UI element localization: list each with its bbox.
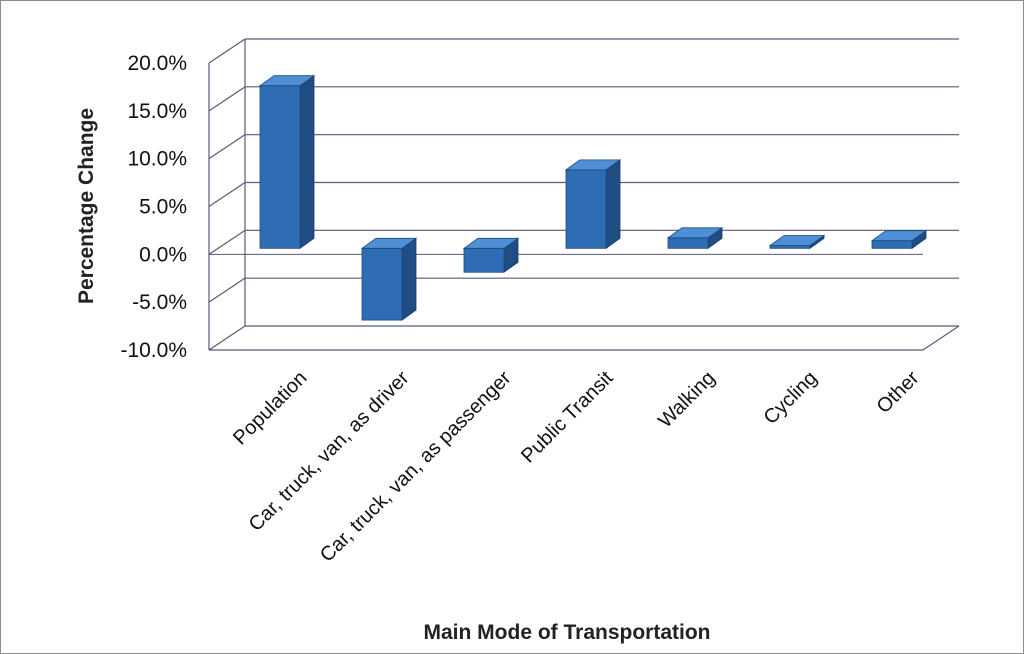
bar <box>768 234 826 250</box>
y-tick-label: 10.0% <box>127 148 187 171</box>
x-category-label: Population <box>229 367 311 449</box>
gridline-depth <box>208 182 246 207</box>
bar-front <box>361 247 403 321</box>
x-category-label: Car, truck, van, as passenger <box>316 367 516 567</box>
x-category-label: Walking <box>654 367 719 432</box>
y-tick-label: -5.0% <box>132 291 187 314</box>
bar <box>870 229 928 250</box>
bar-front <box>667 237 709 249</box>
gridline-depth <box>208 277 246 303</box>
x-axis-title: Main Mode of Transportation <box>424 621 711 644</box>
bar-front <box>871 240 913 249</box>
x-category-label: Cycling <box>760 367 822 429</box>
y-tick-label: -10.0% <box>120 339 187 362</box>
gridline-depth <box>208 325 246 351</box>
y-axis-title: Percentage Change <box>75 108 98 304</box>
y-tick-label: 5.0% <box>139 196 187 219</box>
bar <box>462 237 520 274</box>
bar-front <box>259 85 301 249</box>
x-category-label: Public Transit <box>517 367 618 468</box>
bar-front <box>463 247 505 273</box>
gridline-depth <box>208 229 246 255</box>
bar-front <box>565 169 607 249</box>
bar-top <box>666 227 724 239</box>
bar-top <box>564 159 622 171</box>
bar <box>258 74 316 250</box>
y-tick-label: 20.0% <box>127 52 187 75</box>
bar-top <box>258 75 316 87</box>
y-axis-ticks: 20.0% 15.0% 10.0% 5.0% 0.0% -5.0% -10.0% <box>120 52 187 362</box>
gridline-depth <box>208 86 246 112</box>
gridline-depth <box>208 134 246 160</box>
bar <box>564 159 622 250</box>
y-tick-label: 15.0% <box>127 100 187 123</box>
bar-top <box>768 235 826 246</box>
gridline-depth <box>208 38 246 64</box>
bar-side <box>401 237 417 321</box>
bars <box>258 74 928 321</box>
bar-top <box>870 230 928 242</box>
bar-side <box>299 74 315 250</box>
floor-right-edge <box>922 325 960 351</box>
x-category-label: Other <box>873 367 924 418</box>
bar-front <box>769 245 811 249</box>
bar-side <box>605 159 621 250</box>
bar <box>666 227 724 250</box>
bar-top <box>462 237 520 249</box>
y-tick-label: 0.0% <box>139 243 187 266</box>
bar-top <box>360 237 418 249</box>
bar <box>360 237 418 321</box>
